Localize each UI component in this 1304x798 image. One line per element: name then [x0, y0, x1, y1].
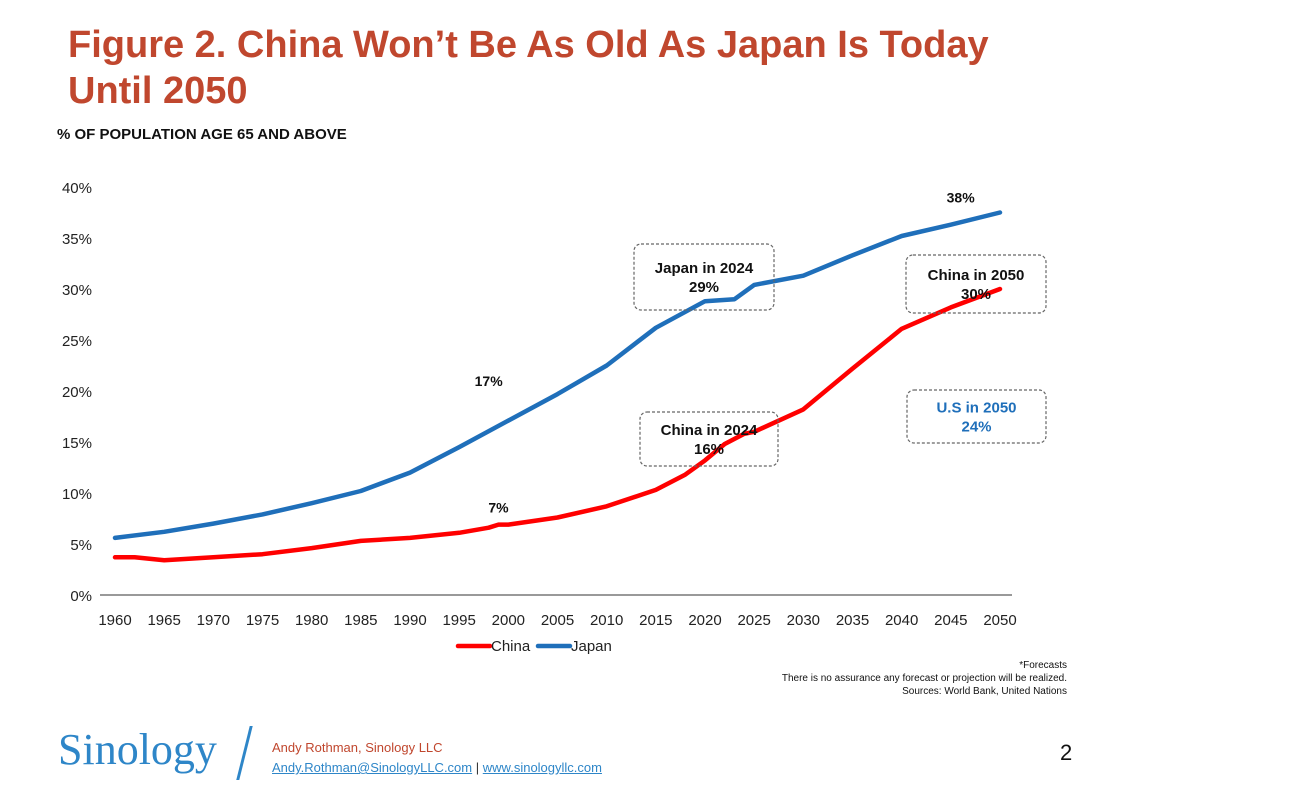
legend-label-japan: Japan	[571, 638, 612, 655]
email-link[interactable]: Andy.Rothman@SinologyLLC.com	[272, 760, 473, 775]
y-tick-label: 0%	[70, 588, 92, 605]
y-tick-label: 15%	[62, 435, 92, 452]
data-label: 38%	[947, 189, 976, 205]
x-tick-label: 2045	[934, 612, 967, 629]
y-axis-title: % OF POPULATION AGE 65 AND ABOVE	[57, 126, 347, 143]
data-label: 17%	[475, 373, 504, 389]
data-label: 7%	[488, 499, 509, 515]
callout-title: China in 2024	[661, 422, 758, 439]
x-tick-label: 2020	[688, 612, 721, 629]
callout-box	[905, 254, 1047, 314]
chart-notes: *Forecasts There is no assurance any for…	[782, 659, 1067, 698]
x-tick-label: 2050	[983, 612, 1016, 629]
x-tick-label: 1990	[393, 612, 426, 629]
x-tick-label: 2035	[836, 612, 869, 629]
callout-title: Japan in 2024	[655, 260, 754, 277]
x-tick-label: 2040	[885, 612, 918, 629]
x-tick-label: 2010	[590, 612, 623, 629]
callout-box	[639, 411, 779, 467]
x-tick-label: 1975	[246, 612, 279, 629]
sources-note: Sources: World Bank, United Nations	[902, 686, 1067, 697]
x-tick-label: 1965	[147, 612, 180, 629]
callout-value: 30%	[961, 286, 991, 303]
y-tick-label: 25%	[62, 333, 92, 350]
website-link[interactable]: www.sinologyllc.com	[482, 760, 602, 775]
x-tick-label: 1970	[197, 612, 230, 629]
callout-title: China in 2050	[928, 267, 1025, 284]
callout-value: 24%	[961, 419, 991, 436]
y-tick-label: 35%	[62, 231, 92, 248]
x-tick-label: 1980	[295, 612, 328, 629]
y-tick-label: 5%	[70, 537, 92, 554]
callout-box	[906, 389, 1047, 444]
contact-line: Andy.Rothman@SinologyLLC.com | www.sinol…	[272, 760, 602, 775]
x-tick-label: 2000	[492, 612, 525, 629]
y-tick-label: 30%	[62, 282, 92, 299]
x-tick-label: 1985	[344, 612, 377, 629]
sinology-logo: Sinology	[58, 725, 217, 774]
forecasts-note: *Forecasts	[1019, 660, 1067, 671]
series-line-china	[112, 286, 1003, 563]
disclaimer-note: There is no assurance any forecast or pr…	[781, 673, 1067, 684]
author: Andy Rothman, Sinology LLC	[272, 740, 443, 755]
page-number: 2	[1060, 740, 1073, 765]
title-line-2: Until 2050	[68, 70, 248, 112]
x-tick-label: 2015	[639, 612, 672, 629]
callout-value: 29%	[689, 279, 719, 296]
legend-label-china: China	[491, 638, 531, 655]
callout-title: U.S in 2050	[936, 400, 1016, 417]
x-tick-label: 2025	[737, 612, 770, 629]
callout-value: 16%	[694, 441, 724, 458]
y-tick-label: 20%	[62, 384, 92, 401]
title-line-1: Figure 2. China Won’t Be As Old As Japan…	[68, 24, 989, 66]
x-tick-label: 2030	[787, 612, 820, 629]
separator: |	[475, 760, 480, 775]
x-tick-label: 2005	[541, 612, 574, 629]
x-tick-label: 1995	[442, 612, 475, 629]
chart-title: Figure 2. China Won’t Be As Old As Japan…	[68, 22, 989, 114]
y-tick-label: 10%	[62, 486, 92, 503]
x-tick-label: 1960	[98, 612, 131, 629]
callout-box	[633, 243, 775, 311]
y-tick-label: 40%	[62, 180, 92, 197]
series-line-japan	[112, 210, 1003, 541]
